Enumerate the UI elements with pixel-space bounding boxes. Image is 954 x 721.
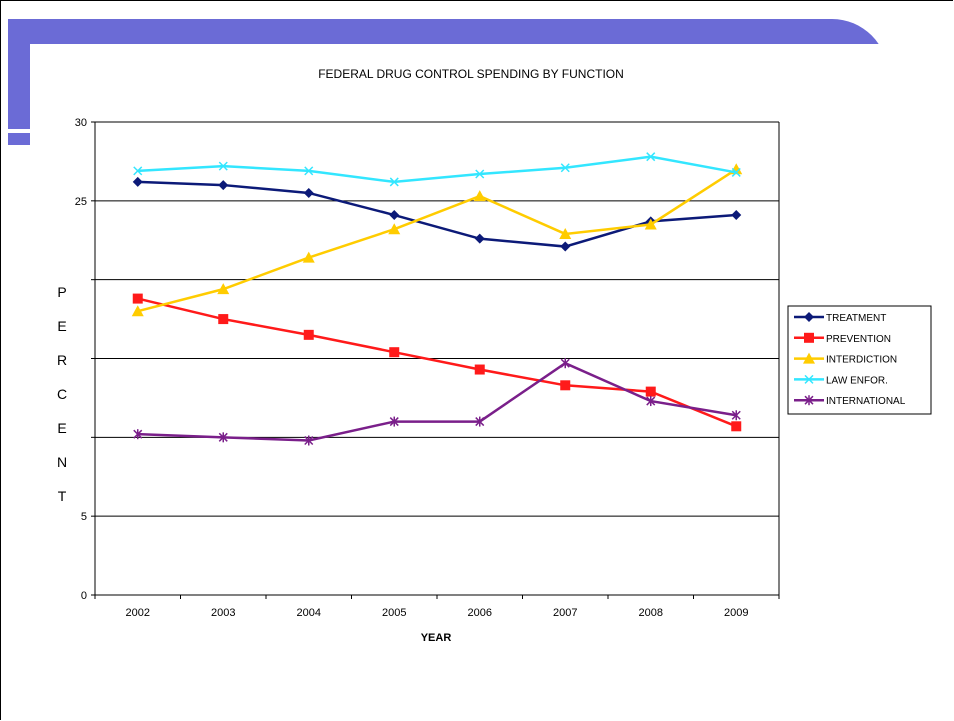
x-axis-title: YEAR <box>421 632 452 644</box>
x-tick-label: 2007 <box>553 607 577 619</box>
y-axis-title-letter: C <box>57 386 67 402</box>
data-point <box>389 347 400 358</box>
y-axis-title-letter: R <box>57 352 67 368</box>
data-point <box>560 163 570 173</box>
y-axis-title-letter: E <box>57 318 66 334</box>
data-point <box>731 210 742 221</box>
chart-title: FEDERAL DRUG CONTROL SPENDING BY FUNCTIO… <box>318 67 624 81</box>
series-line <box>137 180 737 248</box>
y-tick-label: 0 <box>81 590 87 602</box>
series-line <box>137 361 737 442</box>
y-axis-title-letter: N <box>57 454 67 470</box>
series-line <box>137 155 737 184</box>
series-interdiction <box>131 163 743 317</box>
data-point <box>474 233 485 244</box>
y-axis-title-letter: T <box>58 488 67 504</box>
data-point <box>560 358 570 369</box>
data-point <box>560 241 571 252</box>
series-lines <box>131 152 743 446</box>
data-point <box>218 314 229 325</box>
data-point <box>133 429 143 440</box>
data-point <box>644 218 657 230</box>
data-point <box>803 352 815 364</box>
legend-label: LAW ENFOR. <box>826 375 888 386</box>
y-tick-label: 5 <box>81 511 87 523</box>
slide-header-tab <box>8 75 30 145</box>
slide-header-line <box>8 129 30 133</box>
data-point <box>388 223 401 235</box>
data-point <box>804 312 814 322</box>
data-point <box>560 380 571 391</box>
data-point <box>804 374 814 384</box>
data-point <box>304 166 314 176</box>
legend-item: TREATMENT <box>794 312 886 324</box>
data-point <box>559 227 572 239</box>
legend-item: PREVENTION <box>794 332 891 345</box>
legend: TREATMENT PREVENTION INTERDICTION LAW ENFOR… <box>787 305 932 415</box>
data-point <box>731 167 741 177</box>
legend-item: INTERNATIONAL <box>794 395 906 407</box>
data-point <box>217 283 230 295</box>
data-point <box>389 210 400 221</box>
y-tick-label: 30 <box>75 117 87 129</box>
data-point <box>132 176 143 187</box>
x-tick-label: 2009 <box>724 607 748 619</box>
data-point <box>475 169 485 179</box>
data-point <box>646 396 656 407</box>
data-point <box>389 416 399 427</box>
y-axis-title-letter: E <box>57 420 66 436</box>
gridlines <box>95 121 779 517</box>
y-tick-label: 25 <box>75 196 87 208</box>
data-point <box>731 410 741 421</box>
x-tick-label: 2004 <box>297 607 321 619</box>
data-point <box>218 161 228 171</box>
series-prevention <box>132 293 742 432</box>
chart-area: FEDERAL DRUG CONTROL SPENDING BY FUNCTIO… <box>30 44 939 666</box>
series-law-enfor <box>133 152 741 187</box>
y-axis-title-letter: P <box>57 284 66 300</box>
x-tick-label: 2002 <box>126 607 150 619</box>
data-point <box>304 435 314 446</box>
data-point <box>474 364 485 375</box>
line-chart: FEDERAL DRUG CONTROL SPENDING BY FUNCTIO… <box>57 67 932 644</box>
data-point <box>804 395 814 406</box>
x-tick-label: 2003 <box>211 607 235 619</box>
legend-label: INTERDICTION <box>826 355 897 366</box>
legend-label: PREVENTION <box>826 334 891 345</box>
data-point <box>303 329 314 340</box>
y-axis-title: P E R C E N T <box>57 284 67 504</box>
series-line <box>137 297 737 428</box>
x-tick-label: 2008 <box>639 607 663 619</box>
data-point <box>645 386 656 397</box>
data-point <box>473 190 486 202</box>
legend-label: INTERNATIONAL <box>826 396 906 407</box>
data-point <box>218 432 228 443</box>
data-point <box>132 293 143 304</box>
data-point <box>303 187 314 198</box>
legend-item: LAW ENFOR. <box>794 374 888 386</box>
data-point <box>389 177 399 187</box>
axes: 0 5 25 30 2002 2003 2004 2005 2006 2007 2008 2009 <box>75 117 780 619</box>
data-point <box>133 166 143 176</box>
data-point <box>218 180 229 191</box>
data-point <box>475 416 485 427</box>
data-point <box>731 421 742 432</box>
x-tick-label: 2006 <box>468 607 492 619</box>
legend-label: TREATMENT <box>826 313 886 324</box>
data-point <box>804 332 814 343</box>
data-point <box>131 305 144 317</box>
legend-item: INTERDICTION <box>794 352 897 366</box>
data-point <box>646 152 656 162</box>
data-point <box>302 251 315 263</box>
x-tick-label: 2005 <box>382 607 406 619</box>
series-treatment <box>132 176 742 252</box>
series-international <box>133 358 741 446</box>
series-line <box>137 168 737 313</box>
